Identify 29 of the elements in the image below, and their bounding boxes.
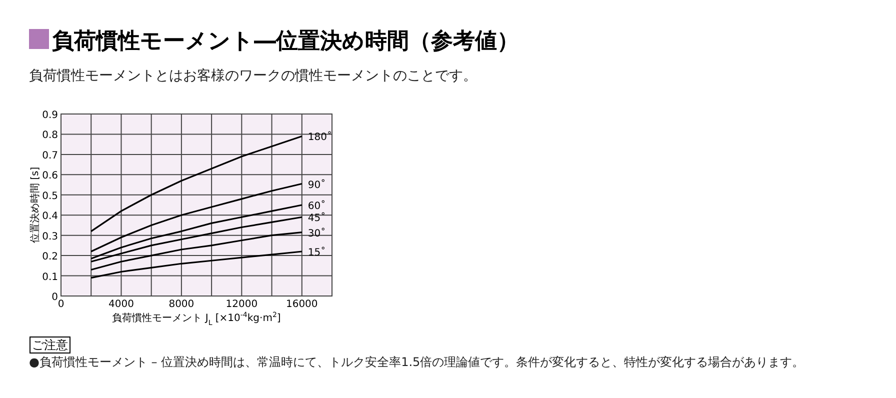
series-label: 180˚ [308, 131, 332, 144]
y-tick-label: 0 [52, 292, 58, 303]
y-tick-label: 0.6 [42, 170, 58, 182]
y-tick-label: 0.5 [42, 190, 58, 202]
y-axis-title: 位置決め時間 [s] [29, 166, 41, 244]
line-series [90, 250, 303, 279]
line-series [90, 204, 303, 260]
y-tick-label: 0.7 [42, 150, 58, 162]
x-tick-label: 16000 [286, 299, 318, 310]
y-tick-label: 0.3 [42, 231, 58, 242]
y-tick-label: 0.8 [42, 130, 58, 142]
y-tick-label: 0.4 [42, 211, 58, 222]
y-tick-label: 0.2 [42, 252, 58, 263]
line-series [90, 182, 303, 252]
x-tick-label: 4000 [108, 299, 134, 310]
x-tick-label: 12000 [226, 299, 258, 310]
series-label: 60˚ [308, 200, 326, 212]
series-label: 90˚ [308, 178, 326, 191]
x-axis-title: 負荷慣性モーメント J$_{L}$ [×10$^{-4}$kg·m$^{2}$] [112, 311, 281, 327]
chart-subtitle: 負荷慣性モーメントとはお客様のワークの慣性モーメントのことです。 [29, 68, 477, 84]
series-label: 45˚ [308, 212, 326, 224]
line-series [90, 232, 303, 271]
chart-title: 負荷慣性モーメント―位置決め時間（参考値） [52, 29, 519, 54]
y-tick-label: 0.1 [42, 272, 58, 283]
x-tick-label: 8000 [168, 299, 194, 310]
y-tick-label: 0.9 [42, 110, 58, 121]
text: ●負荷慣性モーメント – 位置決め時間は、常温時にて、トルク安全率1.5倍の理論値です。条件が変化すると、特性が変化する場合があります。 [29, 355, 804, 369]
text: ご注意 [32, 338, 68, 352]
line-series [90, 135, 303, 232]
